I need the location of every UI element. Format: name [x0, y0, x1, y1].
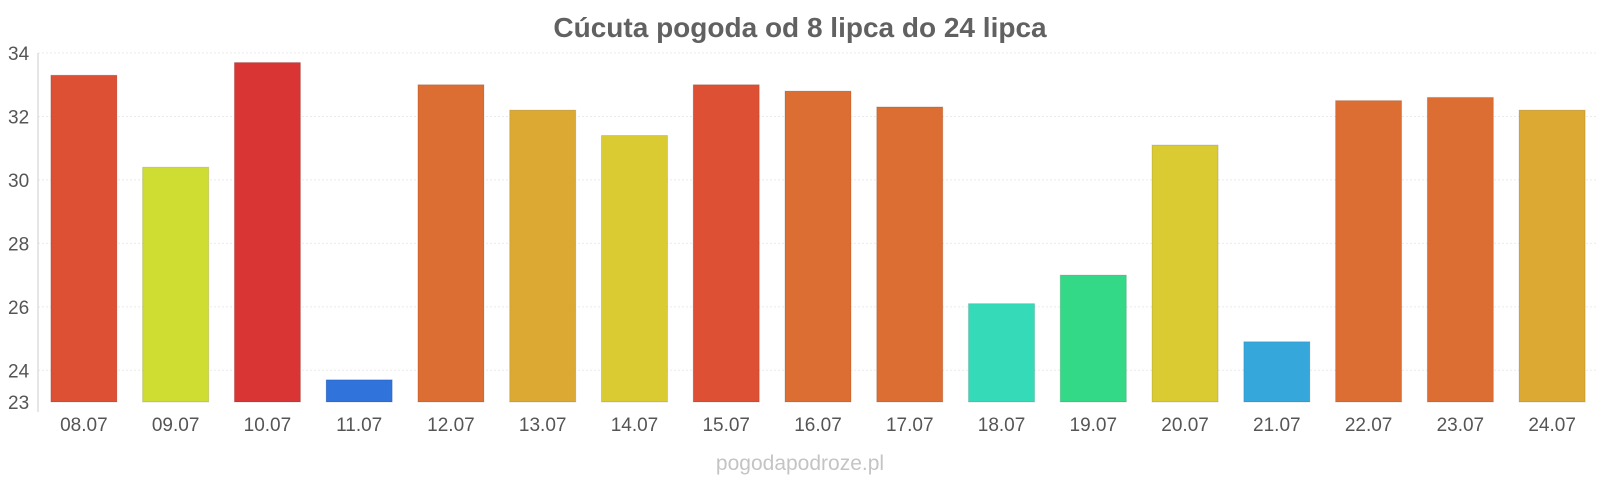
bars — [50, 62, 1586, 403]
x-tick-label: 14.07 — [611, 415, 659, 436]
x-tick-label: 11.07 — [336, 415, 382, 436]
y-tick-label: 23 — [8, 393, 29, 414]
x-tick-label: 16.07 — [794, 415, 842, 436]
y-tick-label: 24 — [8, 361, 30, 382]
x-tick-label: 20.07 — [1161, 415, 1209, 436]
y-tick-label: 26 — [8, 298, 29, 319]
x-axis-ticks: 08.07 09.07 10.07 11.07 12.07 13.07 14.07 15.07… — [60, 415, 1576, 436]
y-tick-label: 32 — [8, 107, 29, 128]
y-tick-label: 30 — [8, 171, 29, 192]
bar-21.07 — [1243, 341, 1311, 403]
y-axis-ticks: 23 24 26 28 30 32 34 — [8, 44, 30, 414]
bar-16.07 — [784, 90, 852, 403]
x-tick-label: 24.07 — [1528, 415, 1576, 436]
bar-22.07 — [1335, 100, 1403, 403]
x-tick-label: 17.07 — [886, 415, 934, 436]
bar-17.07 — [876, 106, 944, 403]
x-tick-label: 09.07 — [152, 415, 200, 436]
y-tick-label: 34 — [8, 44, 30, 65]
x-tick-label: 10.07 — [244, 415, 292, 436]
bar-14.07 — [600, 134, 669, 403]
x-tick-label: 18.07 — [978, 415, 1026, 436]
bar-13.07 — [509, 109, 577, 403]
x-tick-label: 15.07 — [702, 415, 750, 436]
bar-09.07 — [142, 166, 210, 403]
x-tick-label: 22.07 — [1345, 415, 1393, 436]
bar-12.07 — [417, 84, 485, 403]
x-tick-label: 21.07 — [1253, 415, 1301, 436]
bar-15.07 — [692, 84, 760, 403]
x-tick-label: 23.07 — [1437, 415, 1485, 436]
chart-title: Cúcuta pogoda od 8 lipca do 24 lipca — [553, 12, 1047, 43]
bar-19.07 — [1059, 274, 1127, 403]
site-credit: pogodapodroze.pl — [716, 452, 884, 475]
bar-10.07 — [233, 62, 301, 403]
x-tick-label: 08.07 — [60, 415, 108, 436]
bar-23.07 — [1426, 96, 1494, 403]
bar-18.07 — [967, 303, 1036, 403]
x-tick-label: 13.07 — [519, 415, 567, 436]
bar-11.07 — [325, 379, 393, 403]
bar-24.07 — [1518, 109, 1586, 403]
x-tick-label: 12.07 — [427, 415, 475, 436]
y-tick-label: 28 — [8, 234, 29, 255]
bar-20.07 — [1151, 144, 1219, 403]
x-tick-label: 19.07 — [1070, 415, 1118, 436]
bar-08.07 — [50, 74, 118, 403]
